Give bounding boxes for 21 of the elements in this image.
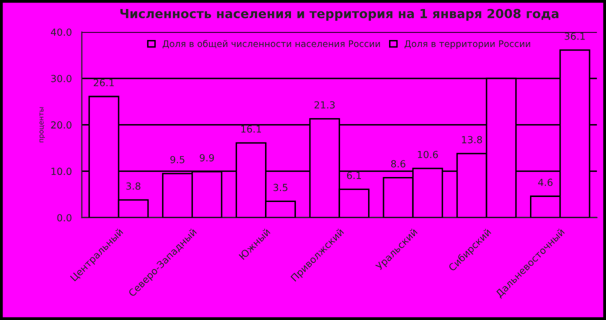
- data-label: 26.1: [94, 78, 114, 86]
- data-label: 36.1: [564, 32, 585, 40]
- data-label: 10.6: [418, 150, 438, 158]
- y-tick-label: 0.0: [57, 214, 72, 222]
- y-tick-label: 40.0: [50, 28, 72, 36]
- data-label: 9.5: [170, 156, 184, 164]
- data-label: 8.6: [391, 160, 406, 168]
- data-label: 4.6: [538, 178, 553, 186]
- data-label: 13.8: [462, 136, 482, 144]
- chart-title: Численность населения и территория на 1 января 2008 года: [120, 8, 558, 21]
- data-label: 6.1: [347, 172, 361, 180]
- data-label: 3.5: [274, 184, 288, 192]
- data-label: 3.8: [126, 182, 140, 190]
- y-tick-label: 30.0: [51, 74, 72, 82]
- data-label: 16.1: [241, 125, 261, 133]
- legend-label: Доля в территории России: [404, 40, 530, 49]
- data-label: 9.9: [200, 154, 214, 162]
- y-tick-label: 20.0: [51, 121, 72, 129]
- data-label: 21.3: [314, 101, 335, 109]
- legend-label: Доля в общей численности населения России: [162, 40, 380, 48]
- y-tick-label: 10.0: [52, 168, 72, 176]
